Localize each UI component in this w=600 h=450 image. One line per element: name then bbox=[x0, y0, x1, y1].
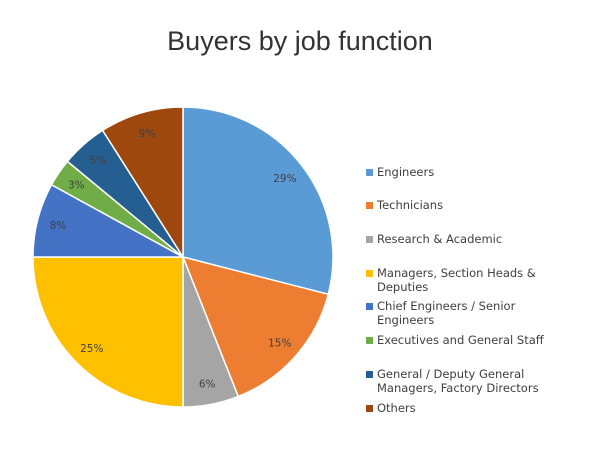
pie-slice bbox=[101, 106, 184, 260]
pie-slice bbox=[182, 106, 334, 296]
legend-label: Chief Engineers / Senior Engineers bbox=[377, 299, 516, 327]
data-label: 15% bbox=[268, 337, 291, 349]
data-label: 9% bbox=[139, 128, 156, 140]
legend-label: Research & Academic bbox=[377, 232, 503, 246]
legend-label: Executives and General Staff bbox=[377, 333, 544, 347]
legend-swatch bbox=[366, 169, 373, 176]
data-label: 5% bbox=[89, 155, 106, 167]
legend-swatch bbox=[366, 405, 373, 412]
data-label: 3% bbox=[68, 179, 85, 191]
legend-item: Research & Academic bbox=[366, 232, 556, 246]
legend-label: Technicians bbox=[377, 198, 444, 212]
chart-title: Buyers by job function bbox=[167, 26, 433, 56]
legend-item: General / Deputy General Managers, Facto… bbox=[366, 367, 556, 395]
legend-label: Managers, Section Heads & Deputies bbox=[377, 266, 536, 294]
legend-item: Chief Engineers / Senior Engineers bbox=[366, 299, 556, 327]
legend-label: Engineers bbox=[377, 165, 435, 179]
pie-slice bbox=[181, 255, 330, 398]
legend-item: Engineers bbox=[366, 165, 556, 179]
pie-slice bbox=[32, 256, 184, 408]
legend-item: Executives and General Staff bbox=[366, 333, 556, 347]
legend-swatch bbox=[366, 270, 373, 277]
legend-item: Others bbox=[366, 401, 556, 415]
legend-swatch bbox=[366, 337, 373, 344]
data-label: 8% bbox=[50, 220, 67, 232]
legend-swatch bbox=[366, 236, 373, 243]
legend-item: Managers, Section Heads & Deputies bbox=[366, 266, 556, 294]
legend-swatch bbox=[366, 303, 373, 310]
legend-item: Technicians bbox=[366, 198, 556, 212]
legend-swatch bbox=[366, 202, 373, 209]
legend-label: Others bbox=[377, 401, 416, 415]
legend-label: General / Deputy General Managers, Facto… bbox=[377, 367, 539, 395]
data-label: 25% bbox=[80, 343, 103, 355]
legend-swatch bbox=[366, 371, 373, 378]
data-label: 6% bbox=[199, 379, 216, 391]
data-label: 29% bbox=[273, 173, 296, 185]
